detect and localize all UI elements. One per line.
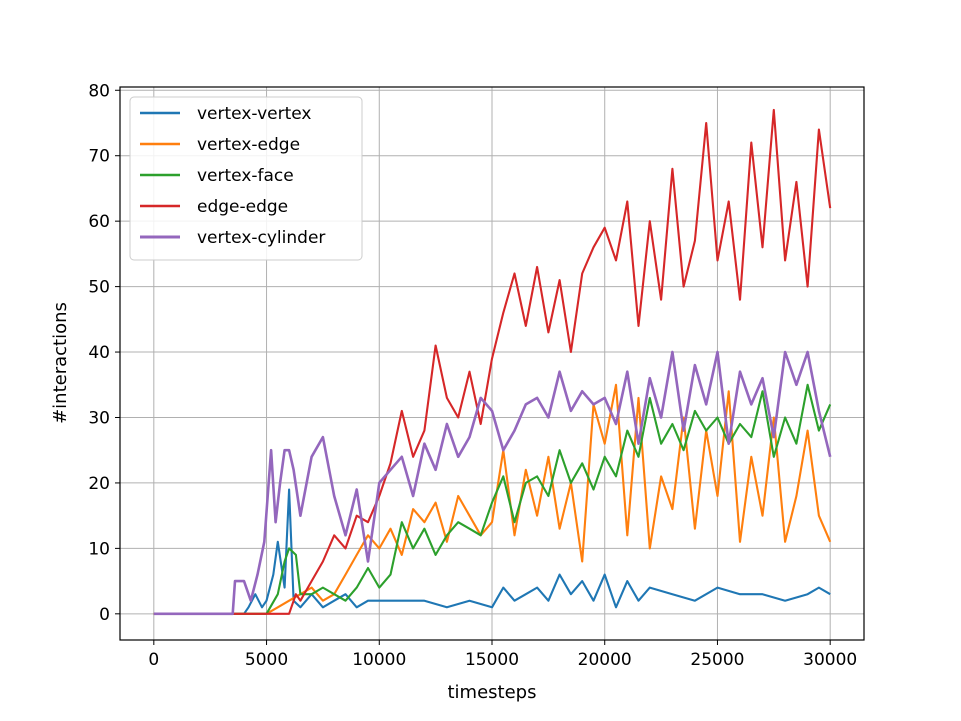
x-tick-label: 5000 <box>245 650 288 670</box>
legend-label: vertex-edge <box>197 135 300 155</box>
x-tick-label: 15000 <box>465 650 519 670</box>
y-tick-label: 60 <box>88 212 110 232</box>
y-tick-label: 10 <box>88 539 110 559</box>
ticks: 0 5000 10000 15000 20000 25000 30000 0 10 20 30 40 5… <box>88 81 857 670</box>
x-axis-label: timesteps <box>448 682 537 703</box>
legend: vertex-vertex vertex-edge vertex-face edge-… <box>129 96 363 261</box>
x-tick-label: 10000 <box>352 650 406 670</box>
y-tick-label: 30 <box>88 408 110 428</box>
y-tick-label: 0 <box>99 605 110 625</box>
legend-label: edge-edge <box>197 197 288 217</box>
y-tick-label: 40 <box>88 343 110 363</box>
legend-box <box>129 96 363 261</box>
legend-label: vertex-cylinder <box>197 228 325 248</box>
series-layer <box>153 108 832 616</box>
y-tick-label: 80 <box>88 81 110 101</box>
legend-label: vertex-vertex <box>197 104 311 124</box>
series-line-vertex-cylinder <box>153 350 832 616</box>
series-line-vertex-edge <box>153 383 832 615</box>
legend-label: vertex-face <box>197 166 294 186</box>
x-tick-label: 30000 <box>803 650 857 670</box>
y-tick-label: 20 <box>88 474 110 494</box>
y-tick-label: 70 <box>88 147 110 167</box>
x-tick-label: 0 <box>148 650 159 670</box>
x-tick-label: 25000 <box>690 650 744 670</box>
series-line-vertex-vertex <box>153 488 831 615</box>
x-tick-label: 20000 <box>578 650 632 670</box>
grid <box>120 87 864 640</box>
y-tick-label: 50 <box>88 278 110 298</box>
y-axis-label: #interactions <box>50 302 71 424</box>
